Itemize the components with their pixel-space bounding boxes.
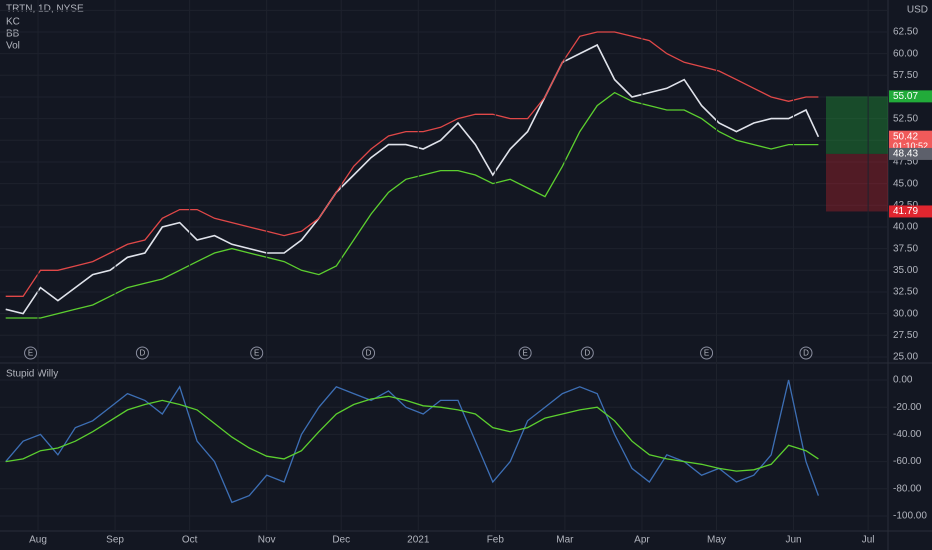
- x-tick-label: Jun: [785, 535, 801, 546]
- event-label: D: [140, 349, 146, 358]
- event-marker: [135, 346, 149, 360]
- series-line: [5, 379, 820, 504]
- y-tick-label: -40.00: [893, 429, 922, 440]
- y-tick-label: 27.50: [893, 330, 918, 341]
- event-label: D: [584, 349, 590, 358]
- y-tick-label: 35.00: [893, 265, 918, 276]
- y-tick-label: 0.00: [893, 375, 913, 386]
- currency-bg: [889, 2, 932, 16]
- y-tick-label: -100.00: [893, 511, 927, 522]
- y-tick-label: 52.50: [893, 113, 918, 124]
- indicator-label: Vol: [6, 41, 20, 52]
- y-tick-label: 37.50: [893, 243, 918, 254]
- x-tick-label: Nov: [258, 535, 276, 546]
- target-zone: [826, 96, 888, 154]
- event-marker: [518, 346, 532, 360]
- y-tick-label: 42.50: [893, 200, 918, 211]
- symbol-title: TRTN, 1D, NYSE: [6, 4, 84, 15]
- x-tick-label: Aug: [29, 535, 47, 546]
- x-tick-label: Dec: [332, 535, 350, 546]
- y-tick-label: 47.50: [893, 157, 918, 168]
- y-tick-label: 57.50: [893, 70, 918, 81]
- event-marker: [250, 346, 264, 360]
- y-tick-label: 40.00: [893, 222, 918, 233]
- y-tick-label: -80.00: [893, 483, 922, 494]
- event-marker: [700, 346, 714, 360]
- x-tick-label: May: [707, 535, 726, 546]
- event-label: D: [803, 349, 809, 358]
- price-tag-label: 55.07: [893, 91, 918, 102]
- y-tick-label: 62.50: [893, 27, 918, 38]
- event-label: E: [704, 349, 709, 358]
- indicator-title: Stupid Willy: [6, 369, 58, 380]
- indicator-label: KC: [6, 17, 20, 28]
- y-tick-label: -60.00: [893, 456, 922, 467]
- y-tick-label: 25.00: [893, 352, 918, 363]
- price-tag-label: 48.43: [893, 149, 918, 160]
- x-tick-label: Sep: [106, 535, 124, 546]
- event-label: E: [28, 349, 33, 358]
- event-label: E: [254, 349, 259, 358]
- series-line: [5, 91, 819, 319]
- x-tick-label: 2021: [407, 535, 430, 546]
- indicator-label: BB: [6, 29, 20, 40]
- event-marker: [24, 346, 38, 360]
- x-tick-label: Feb: [487, 535, 505, 546]
- price-tag-label: 50.42: [893, 131, 918, 142]
- y-tick-label: -20.00: [893, 402, 922, 413]
- price-tag: [889, 130, 932, 153]
- x-tick-label: Oct: [182, 535, 198, 546]
- series-line: [5, 31, 819, 297]
- series-line: [5, 395, 819, 472]
- y-tick-label: 30.00: [893, 308, 918, 319]
- event-label: E: [522, 349, 527, 358]
- stop-zone: [826, 153, 888, 212]
- event-marker: [362, 346, 376, 360]
- y-tick-label: 45.00: [893, 178, 918, 189]
- event-marker: [799, 346, 813, 360]
- x-tick-label: Mar: [556, 535, 574, 546]
- y-tick-label: 32.50: [893, 287, 918, 298]
- price-tag: [889, 205, 932, 218]
- currency-label: USD: [907, 5, 928, 16]
- price-tag: [889, 90, 932, 103]
- series-line: [5, 43, 820, 315]
- price-tag: [889, 147, 932, 160]
- y-tick-label: 60.00: [893, 48, 918, 59]
- event-label: D: [366, 349, 372, 358]
- x-tick-label: Jul: [862, 535, 875, 546]
- countdown-label: 01:10:52: [893, 141, 928, 151]
- event-marker: [580, 346, 594, 360]
- x-tick-label: Apr: [634, 535, 650, 546]
- price-tag-label: 41.79: [893, 206, 918, 217]
